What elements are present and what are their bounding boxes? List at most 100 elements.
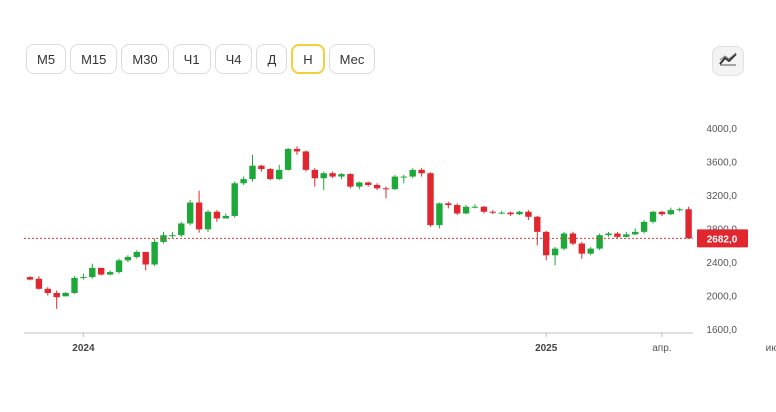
candle	[71, 276, 78, 294]
candle-body	[338, 174, 345, 177]
candle-body	[605, 233, 612, 236]
candle-body	[160, 235, 167, 242]
candle-body	[587, 248, 594, 254]
candle-body	[596, 235, 603, 249]
candle-body	[169, 235, 176, 237]
candle	[26, 276, 34, 281]
candle-body	[365, 182, 372, 185]
candle-body	[204, 211, 212, 230]
y-tick-label: 2400,0	[706, 258, 737, 269]
candle-body	[516, 211, 523, 215]
candle	[418, 168, 425, 177]
candle-body	[498, 212, 505, 214]
timeframe-h1-button[interactable]: Ч1	[172, 44, 211, 74]
timeframe-m30-button[interactable]: M30	[121, 44, 169, 74]
y-tick-label: 2000,0	[706, 292, 737, 303]
candle-body	[507, 212, 514, 215]
y-tick-label: 3600,0	[706, 158, 737, 169]
candle	[222, 213, 229, 219]
candle	[658, 210, 666, 216]
candle-body	[382, 188, 390, 190]
candle	[649, 210, 657, 224]
candle	[169, 231, 176, 239]
candle-body	[293, 148, 301, 152]
timeframe-m15-button[interactable]: M15	[70, 44, 118, 74]
candle	[516, 210, 523, 216]
y-tick-label: 3200,0	[706, 191, 737, 202]
candle	[151, 238, 158, 267]
y-tick-label: 1600,0	[706, 325, 737, 336]
candle-body	[543, 231, 550, 256]
candle-body	[267, 169, 274, 180]
candle	[382, 186, 390, 199]
candle-body	[462, 206, 470, 214]
timeframe-m5-button[interactable]: M5	[26, 44, 67, 74]
candle	[640, 220, 648, 234]
candle	[89, 263, 96, 279]
x-tick-label: 2024	[72, 343, 95, 354]
candle	[142, 251, 149, 271]
candle	[489, 210, 496, 215]
candle-body	[142, 251, 149, 265]
candle	[124, 255, 132, 262]
candle	[249, 154, 256, 182]
candle-body	[284, 148, 292, 170]
candle	[338, 173, 345, 180]
candle-body	[71, 277, 78, 293]
candle	[409, 168, 416, 179]
candle	[62, 292, 69, 297]
candle	[240, 176, 247, 185]
candle-body	[658, 211, 666, 215]
candle-body	[276, 169, 283, 180]
candle-body	[133, 251, 140, 257]
timeframe-h4-button[interactable]: Ч4	[214, 44, 253, 74]
candle	[187, 200, 194, 226]
candle	[525, 210, 532, 221]
candle-body	[106, 272, 114, 275]
candle-body	[240, 179, 247, 184]
timeframe-month-button[interactable]: Мес	[328, 44, 376, 74]
candle	[373, 183, 381, 190]
candle-body	[623, 234, 630, 237]
candle-body	[489, 211, 496, 213]
candle-body	[195, 202, 203, 230]
candle	[302, 150, 310, 172]
candle-body	[427, 173, 434, 226]
candle	[391, 174, 399, 190]
candle-body	[534, 216, 541, 232]
candle-body	[44, 288, 51, 293]
candle-body	[480, 206, 488, 212]
y-tick-label: 4000,0	[706, 124, 737, 135]
candle-body	[178, 223, 185, 236]
candle-body	[151, 241, 158, 265]
candle	[258, 164, 265, 172]
candle-body	[409, 169, 416, 177]
candle-body	[311, 169, 318, 179]
candle	[614, 231, 621, 239]
candle	[106, 270, 114, 276]
chart-type-toggle-button[interactable]	[712, 46, 744, 76]
candle	[605, 231, 612, 237]
candle-body	[258, 165, 265, 170]
candle-body	[329, 173, 336, 177]
timeframe-week-button[interactable]: Н	[291, 44, 325, 74]
candle-body	[213, 211, 221, 219]
candle	[347, 173, 354, 189]
candle-body	[667, 210, 674, 215]
candle	[365, 181, 372, 187]
x-tick-label: июль	[766, 343, 776, 354]
candle-body	[676, 209, 683, 211]
candle	[436, 202, 443, 229]
candle-body	[222, 215, 229, 219]
last-price-label: 2682,0	[707, 234, 738, 245]
candles-layer	[26, 146, 692, 309]
candle-body	[249, 165, 256, 180]
candle-body	[231, 183, 238, 216]
timeframe-day-button[interactable]: Д	[256, 44, 288, 74]
candle	[445, 201, 452, 209]
candle	[80, 273, 87, 280]
candle	[498, 210, 505, 215]
candle	[356, 181, 363, 190]
candle	[276, 164, 283, 180]
